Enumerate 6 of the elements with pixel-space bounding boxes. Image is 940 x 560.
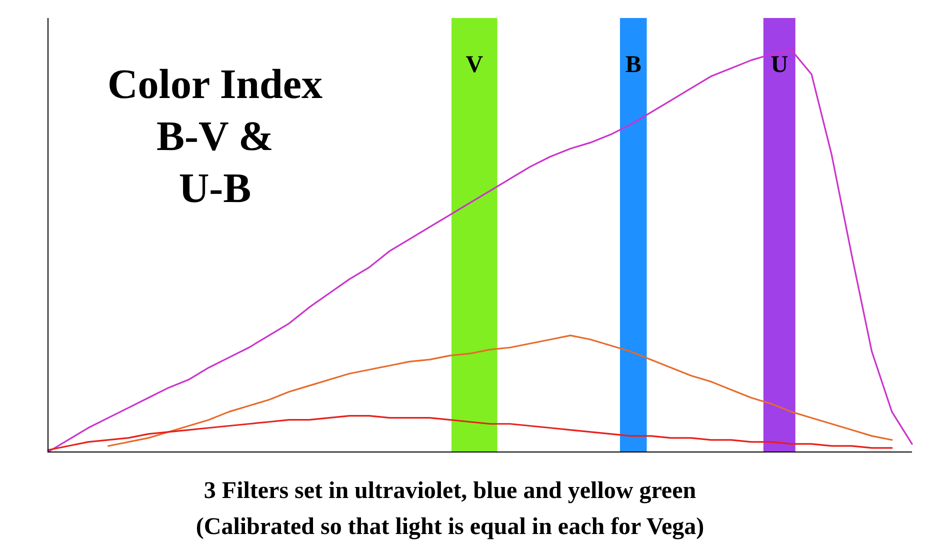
text: Color Index B-V & U-B xyxy=(107,62,323,212)
text: (Calibrated so that light is equal in each for Vega) xyxy=(196,514,704,540)
annotation: U xyxy=(770,52,788,78)
annotation: V xyxy=(466,52,484,78)
annotation: B xyxy=(625,52,642,78)
text: 3 Filters set in ultraviolet, blue and yellow green xyxy=(204,478,696,504)
